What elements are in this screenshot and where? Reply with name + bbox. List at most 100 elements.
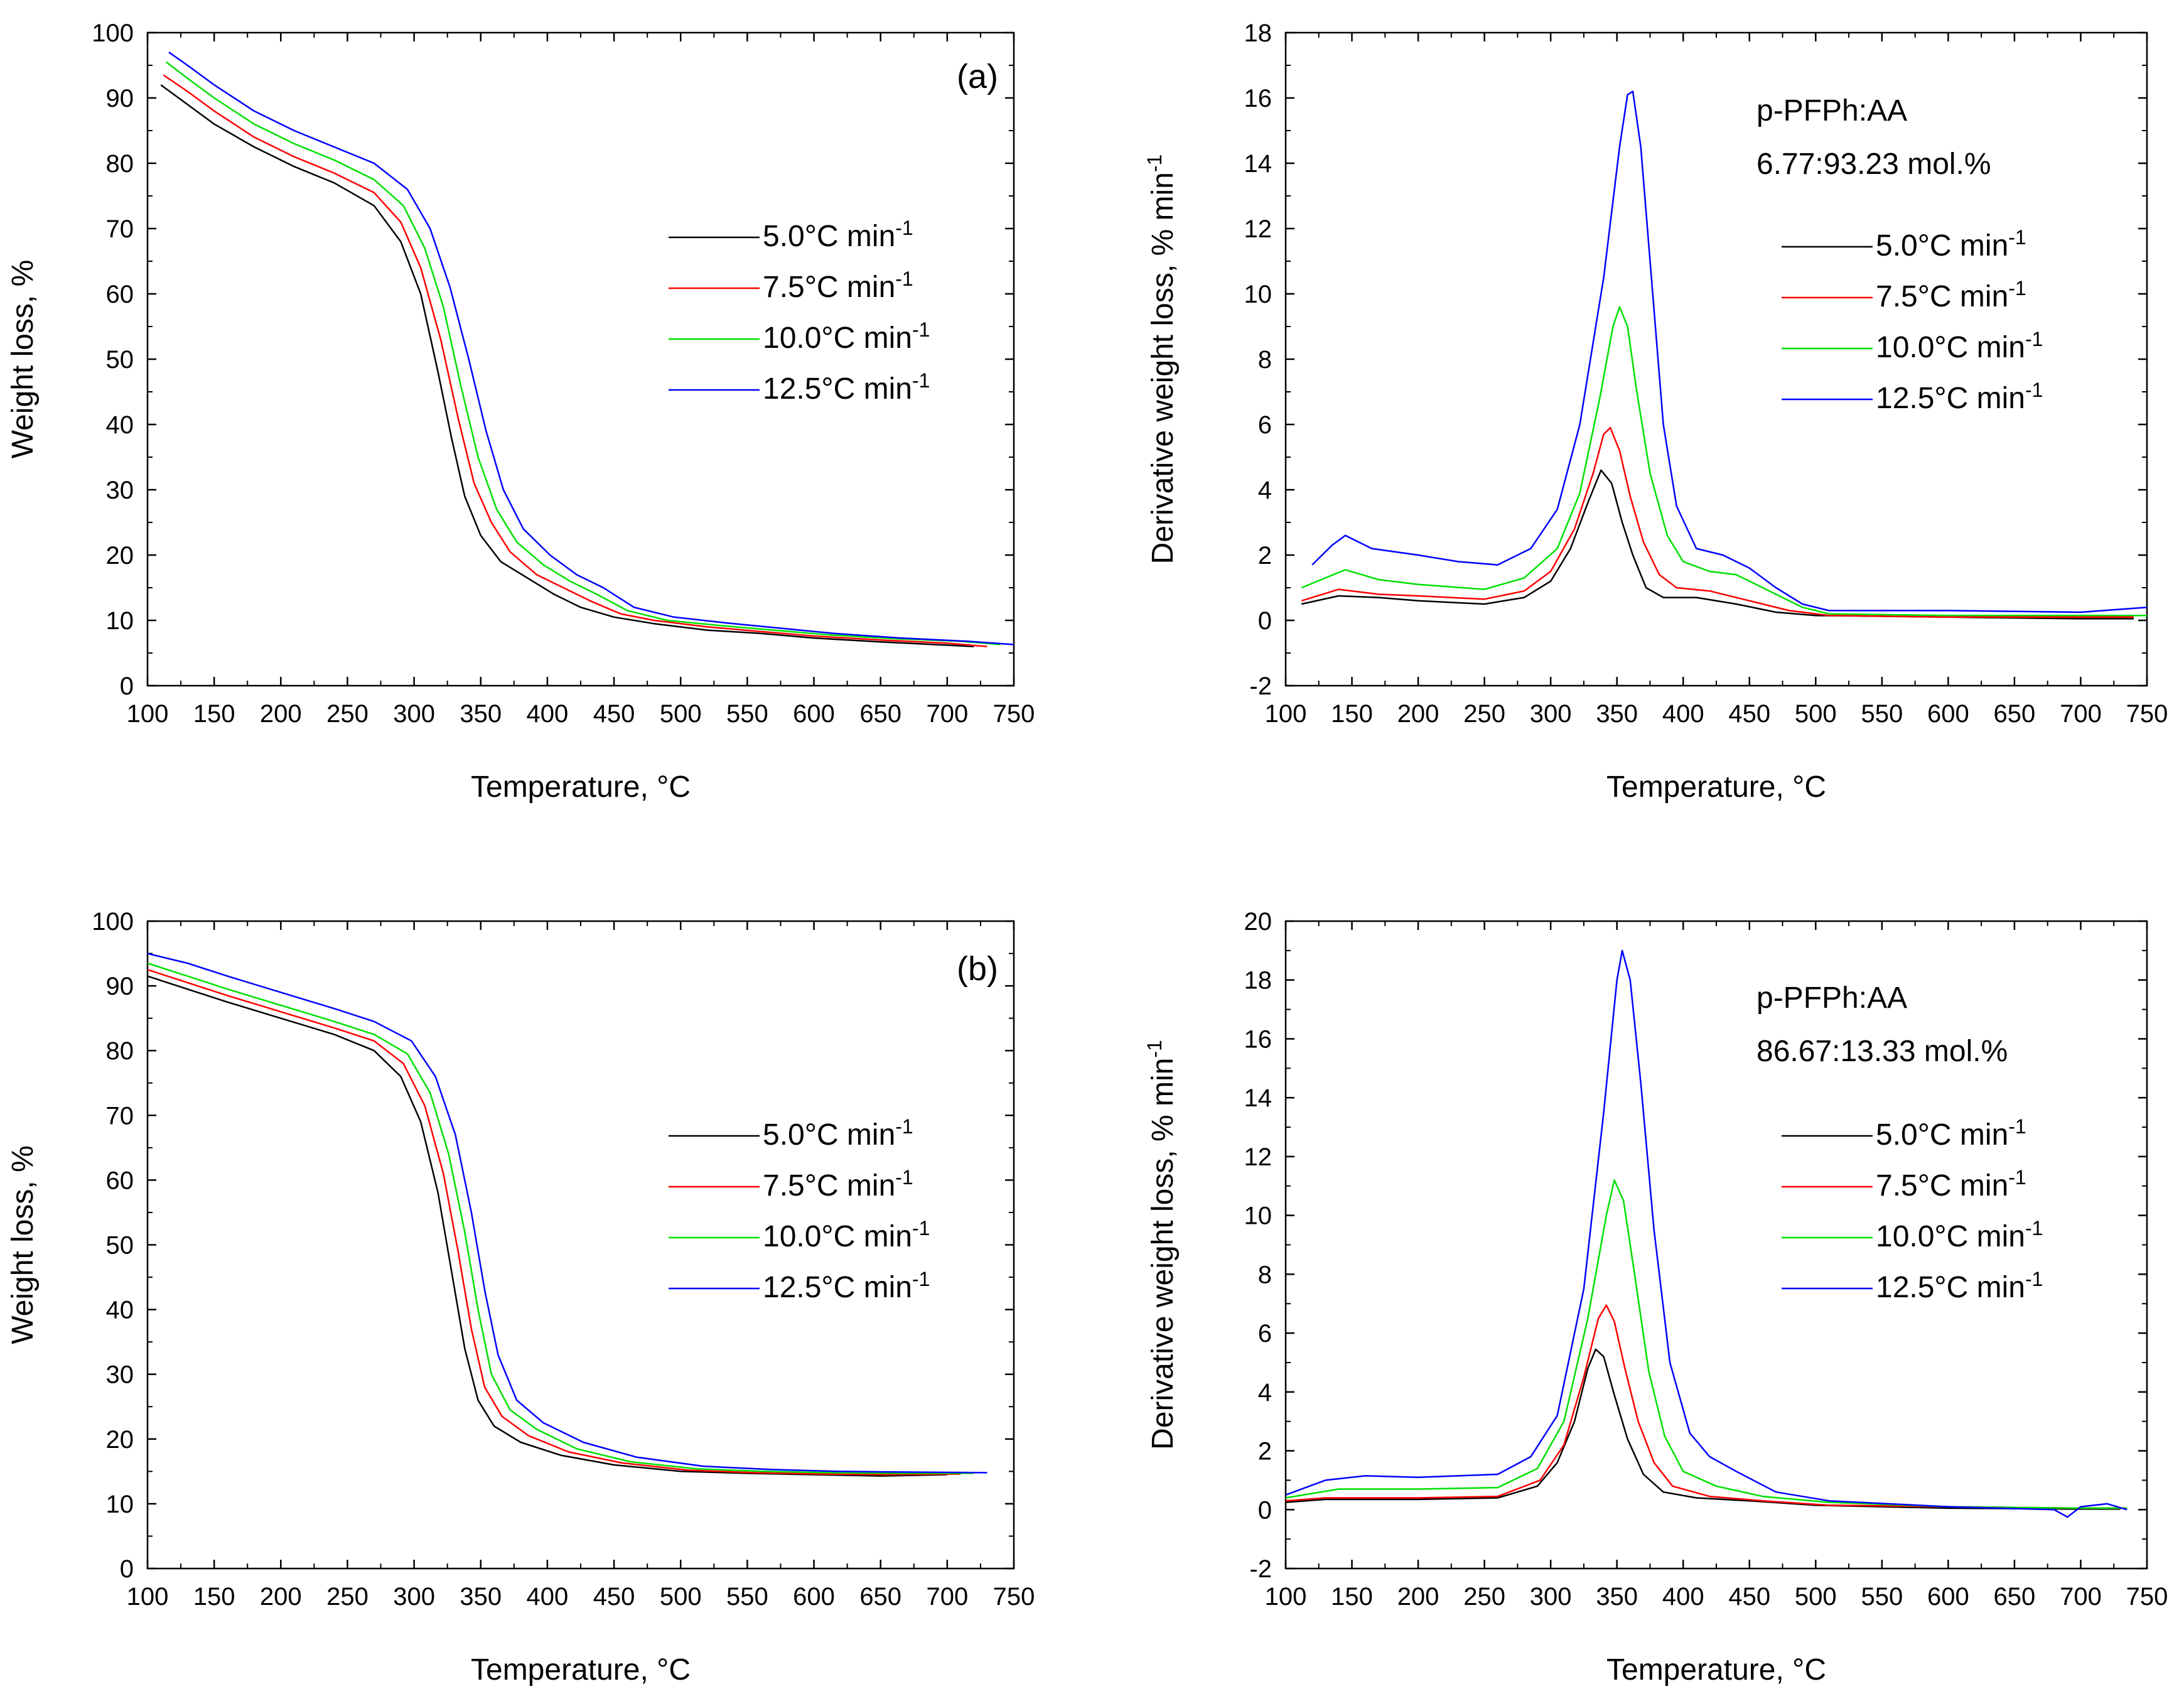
series-line-10-0 — [1286, 1179, 2128, 1509]
series-line-7-5 — [1286, 1304, 2128, 1509]
legend-entry: 7.5°C min-1 — [1876, 277, 2026, 313]
x-tick-label: 150 — [1331, 700, 1373, 728]
x-tick-label: 550 — [1861, 700, 1903, 728]
y-tick-label: 0 — [120, 672, 134, 700]
x-tick-label: 650 — [859, 700, 901, 728]
legend-entry-text: 5.0°C min — [1876, 229, 2008, 262]
composition-annotation: 6.77:93.23 mol.% — [1756, 148, 1991, 181]
legend-entry-text: 10.0°C min — [763, 321, 912, 355]
x-tick-label: 150 — [193, 1583, 235, 1611]
legend-entry-text: 12.5°C min — [1876, 1271, 2025, 1304]
legend-entry: 10.0°C min-1 — [1876, 1217, 2043, 1253]
y-tick-label: 8 — [1258, 346, 1272, 374]
y-tick-label: 4 — [1258, 1379, 1272, 1407]
x-tick-label: 750 — [2126, 700, 2168, 728]
x-tick-label: 400 — [527, 1583, 569, 1611]
x-tick-label: 200 — [1397, 700, 1439, 728]
panel-label: (a) — [957, 58, 998, 95]
x-tick-label: 650 — [1994, 1583, 2036, 1611]
legend-entry: 10.0°C min-1 — [763, 318, 930, 355]
series-line-12-5 — [1311, 90, 2147, 613]
x-tick-label: 100 — [1265, 700, 1307, 728]
legend-entry-superscript: -1 — [2025, 1268, 2043, 1290]
legend-entry-text: 12.5°C min — [1876, 382, 2025, 415]
y-tick-label: 14 — [1244, 150, 1272, 178]
x-tick-label: 500 — [1795, 1583, 1837, 1611]
y-tick-label: 60 — [106, 281, 134, 308]
legend-entry-superscript: -1 — [2008, 277, 2026, 300]
legend-entry-text: 7.5°C min — [763, 1169, 895, 1202]
y-tick-label: 90 — [106, 973, 134, 1000]
legend-entry-superscript: -1 — [895, 217, 913, 239]
y-axis-title-text: Weight loss, % — [6, 1145, 40, 1344]
series-line-12-5 — [1286, 949, 2128, 1518]
legend-entry: 7.5°C min-1 — [763, 1166, 913, 1202]
legend-entry-text: 5.0°C min — [1876, 1118, 2008, 1152]
x-tick-label: 550 — [1861, 1583, 1903, 1611]
y-tick-label: 40 — [106, 1297, 134, 1324]
legend-entry-superscript: -1 — [895, 267, 913, 290]
x-tick-label: 250 — [326, 1583, 368, 1611]
x-tick-label: 350 — [460, 700, 502, 728]
y-tick-label: 20 — [1244, 908, 1272, 936]
y-tick-label: 0 — [1258, 607, 1272, 635]
panel-tg-b: 100 150 200 250 300 350 400 450 500 550 600 650 700 7… — [6, 908, 1035, 1687]
y-axis-title-superscript: -1 — [1143, 154, 1166, 172]
y-tick-label: 100 — [92, 908, 134, 936]
y-tick-label: 70 — [106, 215, 134, 243]
x-tick-label: 200 — [260, 700, 302, 728]
legend-entry-superscript: -1 — [2025, 328, 2043, 350]
x-tick-label: 450 — [593, 700, 635, 728]
y-tick-label: 0 — [1258, 1496, 1272, 1524]
y-axis-title: Weight loss, % — [6, 1145, 40, 1344]
legend-entry-text: 5.0°C min — [763, 220, 895, 253]
x-tick-label: 550 — [726, 700, 768, 728]
legend-entry-superscript: -1 — [912, 1268, 930, 1290]
panel-tg-a: 100 150 200 250 300 350 400 450 500 550 600 650 700 7… — [6, 19, 1035, 804]
legend-entry-superscript: -1 — [912, 1217, 930, 1239]
y-tick-label: 10 — [1244, 1202, 1272, 1230]
plot-frame — [146, 31, 1015, 687]
legend-entry-superscript: -1 — [2025, 1217, 2043, 1239]
x-tick-label: 350 — [460, 1583, 502, 1611]
x-axis-title: Temperature, °C — [471, 770, 691, 804]
legend-entry: 7.5°C min-1 — [763, 267, 913, 304]
series-line-7-5 — [148, 969, 961, 1476]
y-tick-label: 10 — [106, 1491, 134, 1518]
legend-entry: 12.5°C min-1 — [763, 1268, 930, 1304]
series-line-12-5 — [168, 51, 1014, 645]
x-tick-label: 250 — [326, 700, 368, 728]
panel-dtg-a: 100 150 200 250 300 350 400 450 500 550 600 650 700 7… — [1143, 19, 2168, 804]
y-tick-label: 16 — [1244, 85, 1272, 112]
x-tick-label: 650 — [859, 1583, 901, 1611]
y-tick-label: 12 — [1244, 1143, 1272, 1171]
x-tick-label: 300 — [1530, 1583, 1572, 1611]
x-tick-label: 700 — [926, 1583, 968, 1611]
x-tick-label: 250 — [1463, 1583, 1505, 1611]
y-tick-label: 20 — [106, 542, 134, 570]
x-tick-label: 200 — [1397, 1583, 1439, 1611]
x-tick-label: 300 — [393, 1583, 435, 1611]
series-line-5-0 — [148, 975, 947, 1477]
x-tick-label: 100 — [127, 1583, 169, 1611]
series-line-7-5 — [163, 74, 987, 647]
y-tick-label: 70 — [106, 1102, 134, 1130]
y-tick-label: 14 — [1244, 1084, 1272, 1112]
legend-entry-text: 7.5°C min — [1876, 1169, 2008, 1202]
x-tick-label: 700 — [926, 700, 968, 728]
y-tick-label: 6 — [1258, 411, 1272, 439]
x-axis-title: Temperature, °C — [1606, 770, 1826, 804]
x-tick-label: 450 — [593, 1583, 635, 1611]
legend-entry: 7.5°C min-1 — [1876, 1166, 2026, 1202]
series-line-7-5 — [1301, 426, 2134, 618]
composition-annotation: p-PFPh:AA — [1756, 981, 1907, 1015]
y-tick-label: -2 — [1249, 1555, 1272, 1583]
x-tick-label: 450 — [1728, 1583, 1770, 1611]
legend-entry: 5.0°C min-1 — [763, 1115, 913, 1152]
x-tick-label: 750 — [993, 700, 1035, 728]
x-tick-label: 400 — [1662, 700, 1704, 728]
x-tick-label: 350 — [1596, 1583, 1638, 1611]
legend-entry: 5.0°C min-1 — [1876, 1115, 2026, 1152]
y-tick-label: 80 — [106, 150, 134, 178]
series-line-5-0 — [160, 84, 974, 647]
